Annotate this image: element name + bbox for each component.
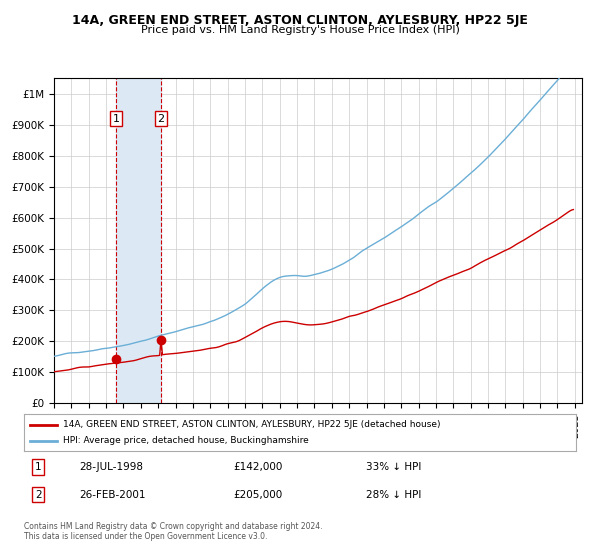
Text: 33% ↓ HPI: 33% ↓ HPI xyxy=(366,462,422,472)
Text: 28% ↓ HPI: 28% ↓ HPI xyxy=(366,489,422,500)
Text: Price paid vs. HM Land Registry's House Price Index (HPI): Price paid vs. HM Land Registry's House … xyxy=(140,25,460,35)
Text: Contains HM Land Registry data © Crown copyright and database right 2024.
This d: Contains HM Land Registry data © Crown c… xyxy=(24,522,323,542)
Text: £142,000: £142,000 xyxy=(234,462,283,472)
Text: 2: 2 xyxy=(157,114,164,124)
Text: 1: 1 xyxy=(35,462,41,472)
Text: 28-JUL-1998: 28-JUL-1998 xyxy=(79,462,143,472)
Bar xyxy=(116,78,161,403)
Text: 14A, GREEN END STREET, ASTON CLINTON, AYLESBURY, HP22 5JE (detached house): 14A, GREEN END STREET, ASTON CLINTON, AY… xyxy=(62,420,440,429)
Text: 1: 1 xyxy=(112,114,119,124)
Text: HPI: Average price, detached house, Buckinghamshire: HPI: Average price, detached house, Buck… xyxy=(62,436,308,445)
Text: 26-FEB-2001: 26-FEB-2001 xyxy=(79,489,146,500)
Text: 2: 2 xyxy=(35,489,41,500)
Text: 14A, GREEN END STREET, ASTON CLINTON, AYLESBURY, HP22 5JE: 14A, GREEN END STREET, ASTON CLINTON, AY… xyxy=(72,14,528,27)
Text: £205,000: £205,000 xyxy=(234,489,283,500)
